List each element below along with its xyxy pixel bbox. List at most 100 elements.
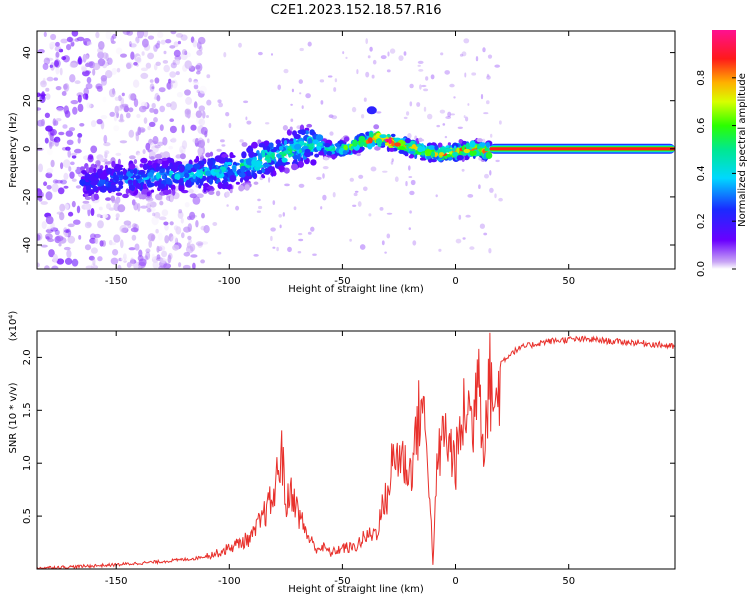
noise-cell <box>151 86 155 90</box>
noise-cell <box>45 125 53 132</box>
noise-cell <box>462 237 466 240</box>
noise-cell <box>145 142 151 151</box>
noise-cell <box>97 58 106 67</box>
ridge-cell <box>278 146 284 151</box>
noise-cell <box>146 208 152 213</box>
ridge-cell <box>469 140 476 148</box>
colorbar-tick-label: 0.8 <box>696 70 707 86</box>
noise-cell <box>147 52 155 60</box>
noise-cell <box>44 137 49 144</box>
noise-cell <box>103 142 111 147</box>
noise-cell <box>365 71 370 78</box>
noise-cell <box>120 239 124 249</box>
noise-cell <box>102 96 107 103</box>
ridge-cell <box>84 203 92 210</box>
noise-cell <box>463 115 466 119</box>
noise-cell <box>235 205 240 211</box>
noise-cell <box>461 51 467 57</box>
noise-cell <box>55 51 60 58</box>
noise-cell <box>290 103 293 106</box>
ridge-cell <box>352 139 358 147</box>
noise-cell <box>158 232 163 241</box>
noise-cell <box>97 256 103 262</box>
noise-cell <box>37 92 41 98</box>
noise-cell <box>90 263 97 269</box>
noise-cell <box>108 88 116 98</box>
noise-cell <box>142 38 149 48</box>
noise-cell <box>46 57 54 61</box>
noise-cell <box>158 265 165 269</box>
noise-cell <box>128 107 134 113</box>
ridge-cell <box>133 168 138 175</box>
noise-cell <box>38 191 44 198</box>
noise-cell <box>126 31 133 36</box>
noise-cell <box>368 213 372 217</box>
noise-cell <box>138 258 147 267</box>
noise-cell <box>61 56 67 61</box>
ridge-cell <box>113 199 119 204</box>
ridge-cell <box>99 165 104 170</box>
noise-cell <box>423 106 427 112</box>
noise-cell <box>351 106 357 113</box>
noise-cell <box>43 181 48 186</box>
noise-cell <box>181 124 185 134</box>
noise-cell <box>409 83 414 89</box>
noise-cell <box>129 259 137 264</box>
noise-cell <box>189 193 197 199</box>
y-tick-label: 1.0 <box>22 455 33 471</box>
ridge-cell <box>217 181 223 190</box>
ridge-cell <box>205 152 211 158</box>
noise-cell <box>44 56 50 64</box>
noise-cell <box>198 105 205 112</box>
ridge-cell <box>147 160 152 166</box>
noise-cell <box>220 139 225 143</box>
noise-cell <box>207 138 210 144</box>
ridge-cell <box>355 135 360 142</box>
noise-cell <box>190 112 198 119</box>
noise-cell <box>409 101 413 107</box>
noise-cell <box>179 145 186 155</box>
noise-cell <box>322 166 329 170</box>
noise-cell <box>57 187 65 195</box>
noise-cell <box>197 242 203 248</box>
noise-cell <box>89 237 97 244</box>
ridge-cell <box>190 172 194 176</box>
ridge-cell <box>170 194 174 203</box>
noise-cell <box>184 89 191 96</box>
ridge-cell <box>92 185 98 192</box>
noise-cell <box>92 257 96 266</box>
noise-cell <box>169 221 174 226</box>
noise-cell <box>333 87 337 92</box>
noise-cell <box>184 202 190 208</box>
noise-cell <box>56 106 64 111</box>
noise-cell <box>157 245 166 251</box>
noise-cell <box>265 122 270 125</box>
y-tick-label: 2.0 <box>22 349 33 365</box>
noise-cell <box>51 183 59 193</box>
noise-cell <box>198 118 206 126</box>
noise-cell <box>189 243 196 252</box>
noise-cell <box>459 53 464 57</box>
ridge-cell <box>343 136 350 142</box>
ridge-cell <box>304 148 311 153</box>
noise-cell <box>151 102 156 109</box>
noise-cell <box>268 177 271 183</box>
noise-cell <box>109 242 117 246</box>
noise-cell <box>122 31 131 35</box>
ridge-cell <box>268 142 274 148</box>
ridge-cell <box>128 155 136 160</box>
ridge-cell <box>452 148 456 152</box>
noise-cell <box>84 54 89 60</box>
noise-cell <box>178 209 183 214</box>
ridge-cell <box>86 165 89 173</box>
noise-cell <box>278 214 283 218</box>
noise-cell <box>170 31 177 35</box>
noise-cell <box>167 254 172 264</box>
noise-cell <box>100 104 106 110</box>
noise-cell <box>200 126 208 135</box>
ridge-cell <box>147 172 154 178</box>
ridge-cell <box>310 159 317 166</box>
noise-cell <box>141 51 145 56</box>
noise-cell <box>68 166 72 172</box>
noise-cell <box>51 265 59 269</box>
